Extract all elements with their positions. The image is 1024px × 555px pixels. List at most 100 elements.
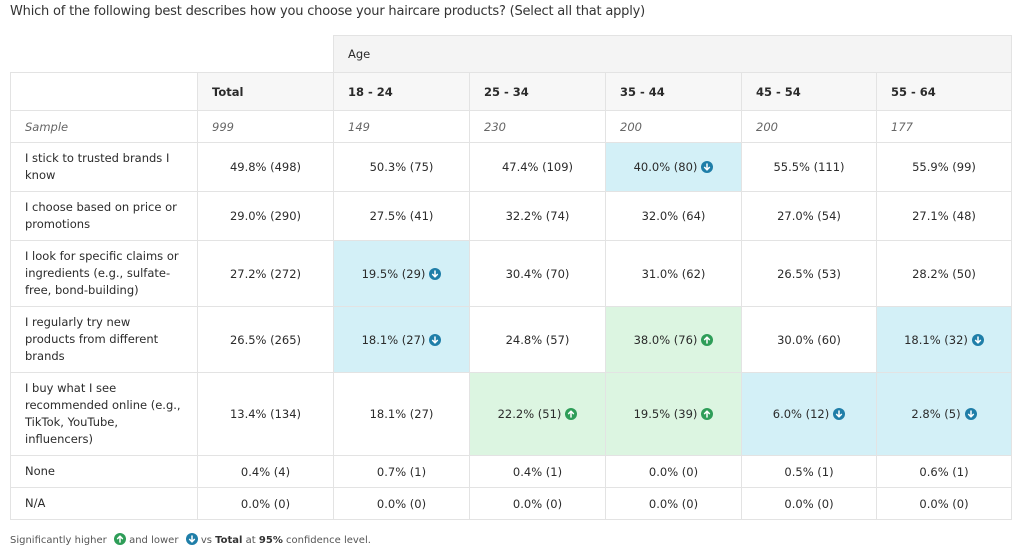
- answer-cell: 26.5% (53): [741, 240, 877, 307]
- answer-cell: 38.0% (76): [605, 306, 742, 373]
- answer-cell: 26.5% (265): [197, 306, 334, 373]
- cell-value: 0.4% (1): [512, 464, 563, 479]
- answer-cell: 0.0% (0): [605, 455, 742, 488]
- footer-text: and lower: [129, 535, 179, 546]
- cell-value: 27.1% (48): [912, 209, 976, 223]
- footer-text: Total: [215, 535, 243, 546]
- answer-cell: 0.4% (4): [197, 455, 334, 488]
- answer-cell: 47.4% (109): [469, 142, 606, 192]
- group-header: Age: [333, 35, 1012, 73]
- cell-value: 30.0% (60): [777, 332, 841, 347]
- answer-cell: 19.5% (39): [605, 372, 742, 456]
- arrow-up-icon: [701, 333, 714, 346]
- cell-value: 27.2% (272): [229, 266, 302, 281]
- answer-cell: 6.0% (12): [741, 372, 877, 456]
- answer-row: I buy what I see recommended online (e.g…: [10, 372, 1012, 456]
- cell-value: 0.4% (4): [240, 464, 291, 479]
- cell-value: 22.2% (51): [497, 407, 562, 421]
- arrow-up-icon: [565, 408, 578, 420]
- sample-size: 999: [197, 110, 334, 143]
- arrow-down-icon: [185, 533, 198, 545]
- cell-value: 27.5% (41): [369, 209, 434, 223]
- cell-value: 49.8% (498): [229, 160, 302, 174]
- sample-size: 149: [333, 110, 470, 143]
- cell-value: 0.7% (1): [376, 464, 427, 479]
- answer-cell: 0.0% (0): [605, 487, 742, 520]
- arrow-down-icon: [701, 161, 714, 173]
- cell-value: 29.0% (290): [229, 209, 302, 223]
- answer-cell: 55.5% (111): [741, 142, 877, 192]
- answer-cell: 0.0% (0): [197, 487, 334, 520]
- cell-value: 24.8% (57): [505, 332, 570, 347]
- footer-text: 95%: [258, 535, 283, 546]
- footer-text: confidence level.: [286, 535, 371, 546]
- sample-row: Sample 999 149 230 200 200 177: [10, 110, 1012, 143]
- answer-cell: 50.3% (75): [333, 142, 470, 192]
- cell-value: 40.0% (80): [633, 160, 698, 174]
- answer-label: I stick to trusted brands I know: [10, 142, 198, 192]
- arrow-down-icon: [964, 408, 977, 420]
- cell-value: 28.2% (50): [912, 266, 976, 281]
- answer-cell: 28.2% (50): [876, 240, 1012, 307]
- cell-value: 6.0% (12): [772, 407, 830, 421]
- answer-row: I choose based on price or promotions 29.…: [10, 191, 1012, 241]
- cell-value: 26.5% (53): [777, 266, 841, 281]
- answer-cell: 49.8% (498): [197, 142, 334, 192]
- answer-label: I choose based on price or promotions: [10, 191, 198, 241]
- answer-row: None 0.4% (4) 0.7% (1) 0.4% (1) 0.0% (0) 0.5%…: [10, 455, 1012, 488]
- answer-cell: 27.5% (41): [333, 191, 470, 241]
- cell-value: 32.2% (74): [505, 209, 570, 223]
- cell-value: 18.1% (32): [904, 332, 968, 347]
- column-header: 25 - 34: [469, 72, 606, 111]
- cell-value: 26.5% (265): [229, 332, 302, 347]
- cell-value: 19.5% (29): [361, 266, 426, 281]
- answer-cell: 27.0% (54): [741, 191, 877, 241]
- sample-label: Sample: [10, 110, 198, 143]
- footer-text: vs: [200, 535, 212, 546]
- corner-cell: [10, 72, 198, 111]
- answer-cell: 2.8% (5): [876, 372, 1012, 456]
- arrow-down-icon: [971, 333, 984, 346]
- answer-label: I look for specific claims or ingredient…: [10, 240, 198, 307]
- sample-size: 200: [741, 110, 877, 143]
- footer-text: at: [245, 535, 256, 546]
- arrow-up-icon: [701, 408, 714, 420]
- cell-value: 0.0% (0): [648, 464, 699, 479]
- cell-value: 0.6% (1): [919, 464, 969, 479]
- answer-row: I stick to trusted brands I know 49.8% (4…: [10, 142, 1012, 192]
- answer-cell: 27.1% (48): [876, 191, 1012, 241]
- cell-value: 0.0% (0): [648, 496, 699, 511]
- sample-size: 177: [876, 110, 1012, 143]
- answer-cell: 18.1% (32): [876, 306, 1012, 373]
- answer-row: I regularly try new products from differ…: [10, 306, 1012, 373]
- arrow-down-icon: [429, 267, 442, 280]
- answer-cell: 0.0% (0): [876, 487, 1012, 520]
- answer-cell: 0.5% (1): [741, 455, 877, 488]
- answer-cell: 18.1% (27): [333, 306, 470, 373]
- cell-value: 2.8% (5): [911, 407, 961, 421]
- answer-cell: 30.4% (70): [469, 240, 606, 307]
- answer-label: I buy what I see recommended online (e.g…: [10, 372, 198, 456]
- answer-cell: 0.0% (0): [741, 487, 877, 520]
- cell-value: 0.0% (0): [512, 496, 563, 511]
- cell-value: 55.5% (111): [773, 160, 845, 174]
- answer-cell: 0.7% (1): [333, 455, 470, 488]
- answer-cell: 32.2% (74): [469, 191, 606, 241]
- answer-cell: 0.6% (1): [876, 455, 1012, 488]
- cell-value: 18.1% (27): [361, 332, 426, 347]
- legend-footer: Significantly higher and lower vs Total …: [10, 533, 371, 546]
- answer-cell: 0.0% (0): [469, 487, 606, 520]
- answer-label: None: [10, 455, 198, 488]
- answer-label: N/A: [10, 487, 198, 520]
- answer-row: I look for specific claims or ingredient…: [10, 240, 1012, 307]
- cell-value: 47.4% (109): [501, 160, 574, 174]
- answer-cell: 30.0% (60): [741, 306, 877, 373]
- answer-cell: 18.1% (27): [333, 372, 470, 456]
- question-title: Which of the following best describes ho…: [10, 4, 645, 19]
- answer-cell: 55.9% (99): [876, 142, 1012, 192]
- answer-cell: 22.2% (51): [469, 372, 606, 456]
- blank-cell: [10, 35, 334, 73]
- cell-value: 19.5% (39): [633, 407, 698, 421]
- cell-value: 18.1% (27): [369, 407, 434, 421]
- cell-value: 27.0% (54): [777, 209, 841, 223]
